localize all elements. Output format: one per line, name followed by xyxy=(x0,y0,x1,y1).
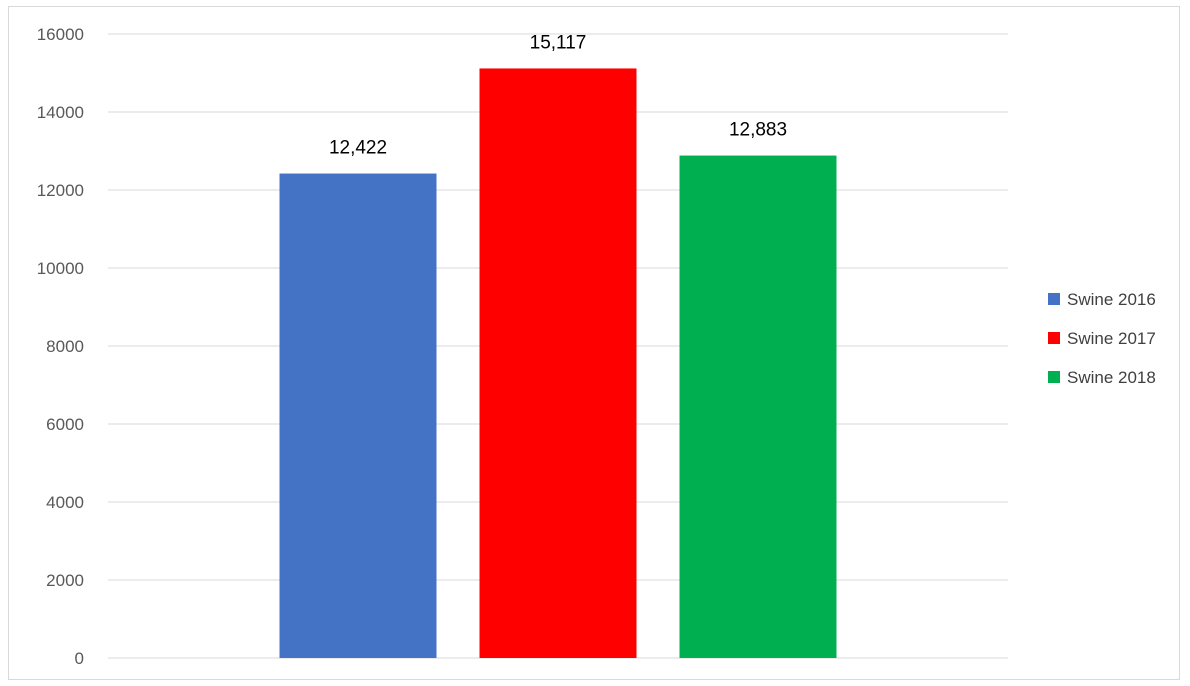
y-tick-label: 2000 xyxy=(46,571,84,590)
y-tick-label: 14000 xyxy=(37,103,84,122)
bars xyxy=(279,68,837,659)
data-label: 12,883 xyxy=(729,120,787,141)
legend-swatch xyxy=(1048,332,1060,344)
data-labels: 12,422 15,117 12,883 xyxy=(329,32,787,158)
legend-swatch xyxy=(1048,371,1060,383)
y-tick-label: 6000 xyxy=(46,415,84,434)
y-axis-tick-labels: 0 2000 4000 6000 8000 10000 12000 14000 16000 xyxy=(37,25,84,668)
y-tick-label: 8000 xyxy=(46,337,84,356)
y-tick-label: 16000 xyxy=(37,25,84,44)
y-tick-label: 0 xyxy=(75,649,84,668)
data-label: 12,422 xyxy=(329,138,387,159)
bar-swine-2017 xyxy=(479,68,637,658)
legend: Swine 2016 Swine 2017 Swine 2018 xyxy=(1048,290,1156,387)
legend-label: Swine 2018 xyxy=(1067,368,1156,387)
data-label: 15,117 xyxy=(530,32,587,53)
legend-swatch xyxy=(1048,293,1060,305)
legend-label: Swine 2017 xyxy=(1067,329,1156,348)
y-tick-label: 12000 xyxy=(37,181,84,200)
y-tick-label: 10000 xyxy=(37,259,84,278)
bar-swine-2018 xyxy=(679,155,837,659)
bar-swine-2016 xyxy=(279,173,437,659)
y-tick-label: 4000 xyxy=(46,493,84,512)
legend-label: Swine 2016 xyxy=(1067,290,1156,309)
